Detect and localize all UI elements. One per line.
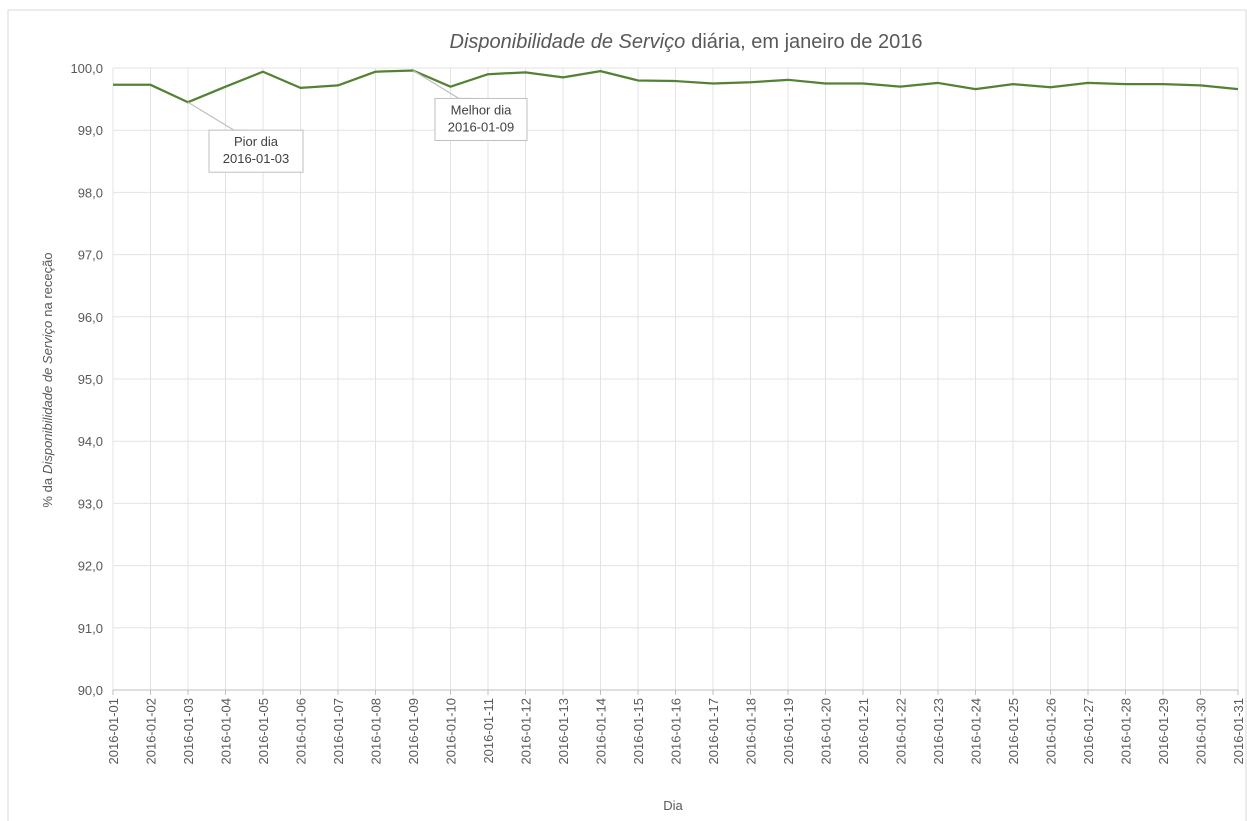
x-axis-label: Dia — [663, 798, 683, 813]
x-tick-label: 2016-01-23 — [931, 698, 946, 765]
x-tick-label: 2016-01-31 — [1231, 698, 1246, 765]
y-tick-label: 90,0 — [78, 683, 103, 698]
y-tick-label: 97,0 — [78, 248, 103, 263]
x-tick-label: 2016-01-30 — [1194, 698, 1209, 765]
x-tick-label: 2016-01-26 — [1044, 698, 1059, 765]
x-tick-label: 2016-01-14 — [594, 698, 609, 765]
y-tick-label: 100,0 — [70, 61, 103, 76]
x-tick-label: 2016-01-22 — [894, 698, 909, 765]
y-label-part: na receção — [40, 252, 55, 316]
x-tick-label: 2016-01-01 — [106, 698, 121, 765]
x-tick-label: 2016-01-10 — [444, 698, 459, 765]
x-tick-label: 2016-01-29 — [1156, 698, 1171, 765]
x-tick-label: 2016-01-27 — [1081, 698, 1096, 765]
x-tick-label: 2016-01-18 — [744, 698, 759, 765]
x-tick-label: 2016-01-12 — [519, 698, 534, 765]
x-tick-label: 2016-01-28 — [1119, 698, 1134, 765]
x-tick-label: 2016-01-02 — [144, 698, 159, 765]
chart-title: Disponibilidade de Serviço diária, em jan… — [450, 31, 923, 53]
x-tick-label: 2016-01-13 — [556, 698, 571, 765]
y-tick-label: 99,0 — [78, 123, 103, 138]
callout-box — [434, 97, 528, 141]
x-tick-label: 2016-01-08 — [369, 698, 384, 765]
x-tick-label: 2016-01-06 — [294, 698, 309, 765]
annotation: Pior dia — [234, 134, 279, 149]
callout-box — [208, 129, 304, 173]
x-tick-label: 2016-01-04 — [219, 698, 234, 765]
x-tick-label: 2016-01-16 — [669, 698, 684, 765]
x-tick-label: 2016-01-20 — [819, 698, 834, 765]
y-tick-label: 95,0 — [78, 372, 103, 387]
data-line — [113, 69, 1239, 104]
title-part: diária, em janeiro de 2016 — [691, 31, 922, 53]
y-label-part: % da — [40, 477, 55, 507]
y-tick-label: 96,0 — [78, 310, 103, 325]
title-part: Disponibilidade de Serviço — [450, 31, 686, 53]
x-tick-label: 2016-01-11 — [481, 698, 496, 764]
annotation: Melhor dia — [451, 102, 512, 117]
annotation: 2016-01-09 — [448, 119, 515, 134]
x-tick-label: 2016-01-09 — [406, 698, 421, 765]
y-tick-label: 91,0 — [78, 621, 103, 636]
x-tick-label: 2016-01-25 — [1006, 698, 1021, 765]
x-tick-label: 2016-01-24 — [969, 698, 984, 765]
x-tick-label: 2016-01-15 — [631, 698, 646, 765]
x-tick-label: 2016-01-21 — [856, 698, 871, 765]
y-tick-label: 94,0 — [78, 434, 103, 449]
y-tick-label: 92,0 — [78, 559, 103, 574]
y-tick-label: 93,0 — [78, 496, 103, 511]
x-tick-label: 2016-01-19 — [781, 698, 796, 765]
y-label-part: Disponibilidade de Serviço — [40, 321, 55, 474]
x-tick-label: 2016-01-17 — [706, 698, 721, 765]
x-tick-label: 2016-01-05 — [256, 698, 271, 765]
x-tick-label: 2016-01-07 — [331, 698, 346, 765]
y-axis-label: % da Disponibilidade de Serviço na receção — [40, 252, 55, 507]
x-tick-label: 2016-01-03 — [181, 698, 196, 765]
annotation: 2016-01-03 — [223, 151, 290, 166]
y-tick-label: 98,0 — [78, 185, 103, 200]
